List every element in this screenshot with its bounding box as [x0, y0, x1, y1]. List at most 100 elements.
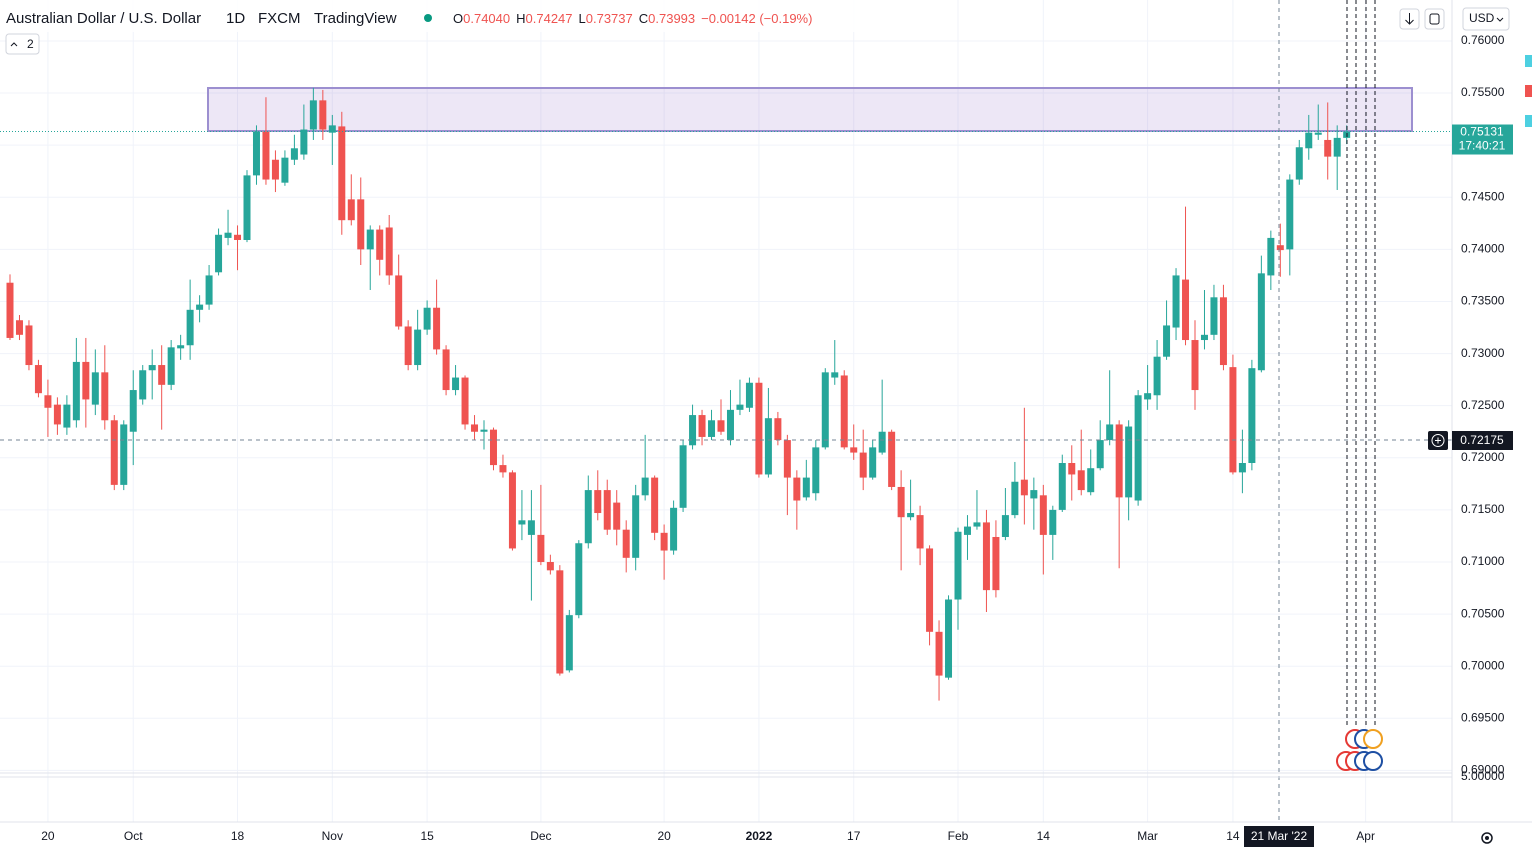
- interval[interactable]: 1D: [226, 10, 245, 27]
- candle-body: [821, 372, 829, 448]
- source: TradingView: [314, 10, 397, 27]
- candle-body: [1020, 479, 1028, 496]
- candle-body: [508, 472, 516, 549]
- candle-body: [224, 232, 232, 238]
- candle-body: [376, 229, 384, 260]
- candle-body: [271, 159, 279, 180]
- candle-body: [1153, 356, 1161, 396]
- candle-body: [120, 424, 128, 485]
- candle-body: [300, 129, 308, 155]
- candle-body: [963, 526, 971, 535]
- candle-body: [72, 361, 80, 421]
- candle-body: [1096, 440, 1104, 469]
- x-tick-label: Dec: [530, 829, 551, 843]
- candle-body: [1106, 424, 1114, 441]
- x-tick-label: Feb: [948, 829, 969, 843]
- countdown: 17:40:21: [1459, 139, 1506, 153]
- candle-body: [1115, 424, 1123, 498]
- exchange: FXCM: [258, 10, 301, 27]
- candle-body: [679, 445, 687, 508]
- candle-body: [414, 329, 422, 366]
- candle-body: [471, 424, 479, 432]
- y-tick-label: 0.72000: [1461, 450, 1505, 464]
- crosshair-time: 21 Mar '22: [1251, 829, 1308, 843]
- candle-body: [945, 599, 953, 678]
- candle-body: [584, 490, 592, 544]
- crosshair-time-tag: [1244, 826, 1314, 847]
- candle-body: [869, 447, 877, 478]
- candle-body: [982, 522, 990, 591]
- candle-body: [1182, 279, 1190, 341]
- event-flags[interactable]: [1336, 729, 1383, 771]
- y-tick-label: 0.74000: [1461, 242, 1505, 256]
- candle-body: [1144, 393, 1152, 400]
- event-lines: [1346, 0, 1376, 728]
- candle-body: [347, 199, 355, 221]
- candle-body: [91, 372, 99, 405]
- candle-body: [641, 477, 649, 496]
- candle-body: [850, 447, 858, 453]
- last-price-tag: [1452, 124, 1513, 155]
- candle-body: [651, 477, 659, 533]
- y-tick-label: 0.69000: [1461, 763, 1505, 777]
- candle-body: [385, 227, 393, 276]
- candle-body: [158, 365, 166, 385]
- x-tick-label: 15: [420, 829, 434, 843]
- ohlc: O0.74040 H0.74247 L0.73737 C0.73993 −0.00142…: [453, 11, 812, 26]
- y-tick-label: 0.74500: [1461, 189, 1505, 203]
- candle-body: [53, 404, 61, 425]
- candle-body: [1163, 325, 1171, 357]
- market-status[interactable]: [424, 14, 432, 22]
- c-label: C: [639, 11, 648, 26]
- candle-body: [1324, 139, 1332, 157]
- x-tick-label: 20: [657, 829, 671, 843]
- candle-body: [452, 377, 460, 391]
- indicators-toggle[interactable]: 2: [5, 33, 40, 55]
- candle-body: [670, 507, 678, 551]
- zone-rectangle[interactable]: [207, 87, 1413, 132]
- candle-body: [6, 282, 14, 338]
- candle-body: [1219, 297, 1227, 366]
- x-tick-label: Nov: [322, 829, 343, 843]
- candle-body: [1011, 481, 1019, 516]
- candle-body: [15, 320, 23, 335]
- candle-body: [897, 486, 905, 518]
- scroll-button[interactable]: [1399, 8, 1420, 30]
- candle-body: [366, 229, 374, 250]
- candle-body: [1172, 275, 1180, 328]
- candle-body: [708, 420, 716, 437]
- candle-body: [309, 100, 317, 130]
- candle-body: [935, 631, 943, 676]
- candle-body: [328, 125, 336, 133]
- candle-body: [205, 275, 213, 305]
- candle-body: [44, 395, 52, 408]
- candle-body: [926, 548, 934, 632]
- candle-body: [442, 349, 450, 391]
- currency-button[interactable]: USD: [1462, 7, 1510, 31]
- candle-body: [101, 372, 109, 421]
- candle-body: [290, 148, 298, 160]
- candle-body: [717, 420, 725, 432]
- candle-body: [603, 490, 611, 530]
- y-tick-label: 0.75500: [1461, 85, 1505, 99]
- candle-body: [726, 409, 734, 441]
- symbol[interactable]: Australian Dollar / U.S. Dollar: [6, 10, 201, 27]
- candle-body: [793, 477, 801, 501]
- candle-body: [252, 131, 260, 176]
- x-tick-label: 20: [41, 829, 55, 843]
- candle-body: [186, 309, 194, 346]
- candle-body: [404, 326, 412, 366]
- axes: 0.760000.755000.750000.745000.740000.735…: [41, 33, 1504, 843]
- add-alert-button[interactable]: [1428, 431, 1448, 450]
- h-value: 0.74247: [526, 11, 573, 26]
- indicator-count: 2: [27, 37, 34, 51]
- candle-body: [1210, 297, 1218, 335]
- candle-body: [613, 502, 621, 530]
- candle-body: [537, 534, 545, 562]
- settings-button[interactable]: [1481, 832, 1493, 844]
- y-tick-label: 0.70500: [1461, 606, 1505, 620]
- fullscreen-button[interactable]: [1424, 8, 1445, 30]
- candle-body: [499, 465, 507, 473]
- c-value: 0.73993: [648, 11, 695, 26]
